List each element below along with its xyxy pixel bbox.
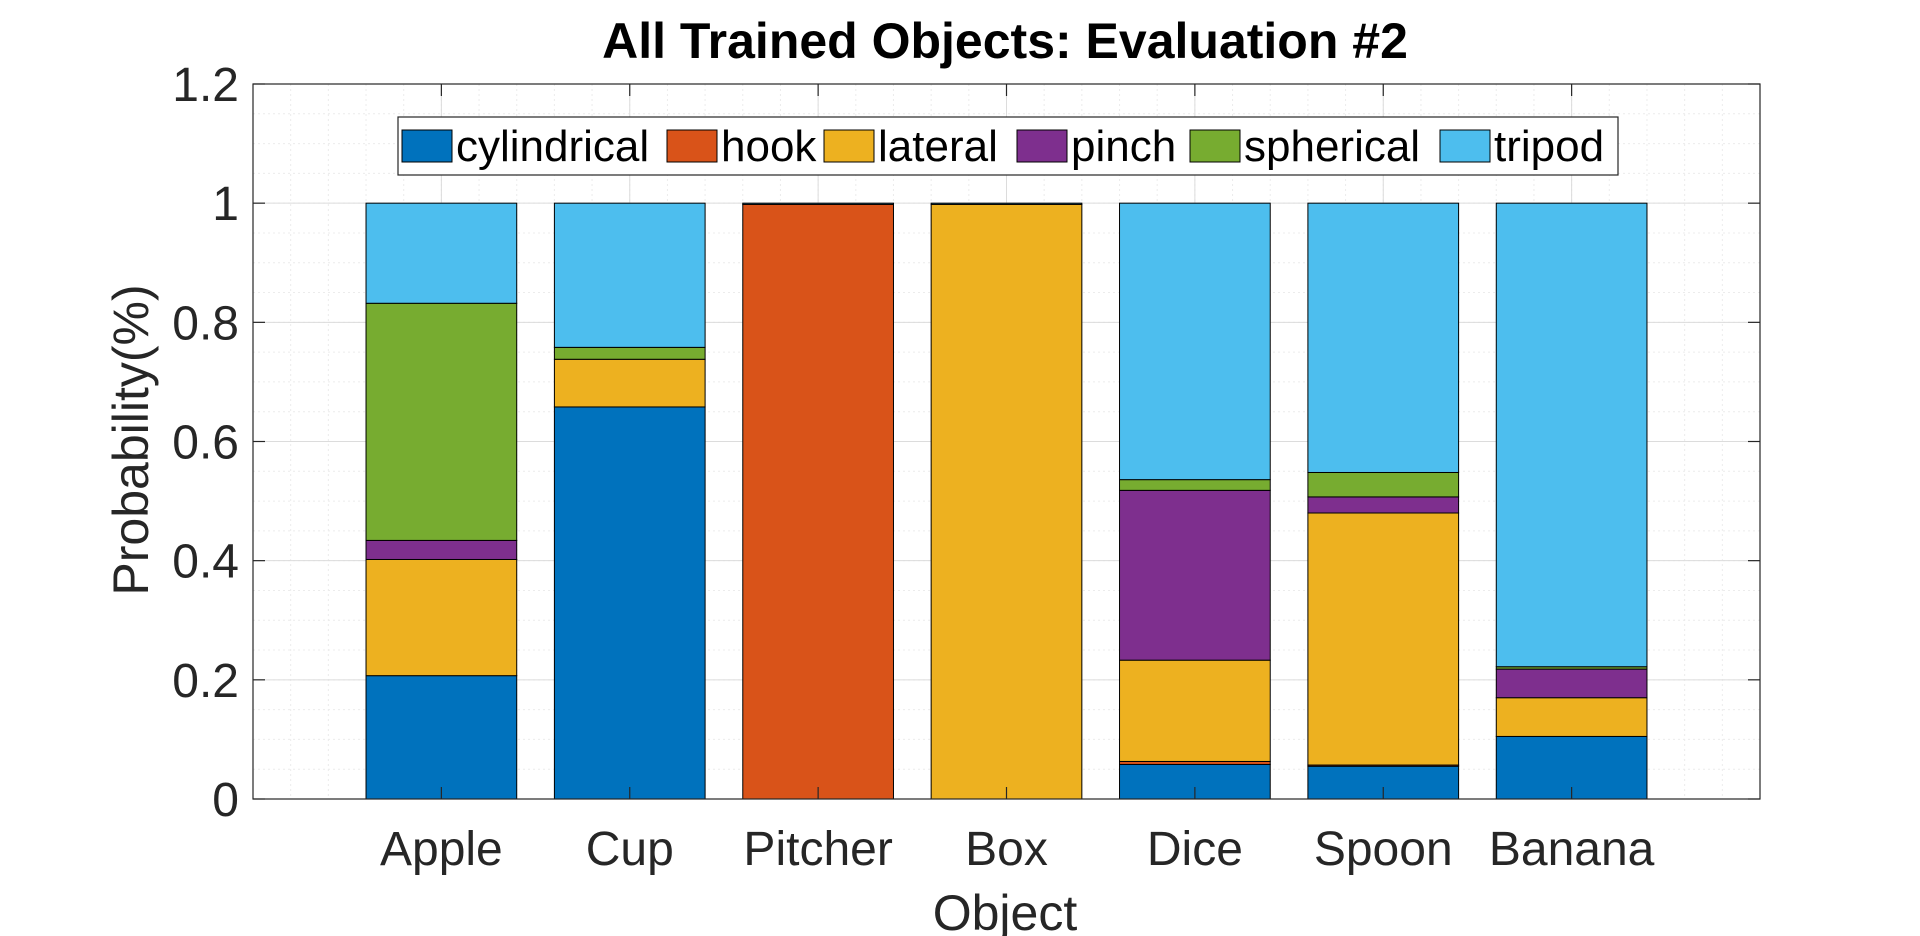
legend-label-lateral: lateral (878, 122, 998, 171)
legend-box (397, 116, 1619, 176)
x-tick-label-apple: Apple (380, 823, 503, 876)
y-tick-label: 1 (212, 178, 239, 231)
y-tick-label: 1.2 (172, 59, 239, 112)
x-tick-label-pitcher: Pitcher (743, 823, 892, 876)
x-tick-label-spoon: Spoon (1314, 823, 1453, 876)
chart-title: All Trained Objects: Evaluation #2 (602, 13, 1408, 69)
bar-segment-hook-pitcher (742, 203, 894, 800)
legend-swatch-lateral (823, 129, 875, 163)
x-tick-label-banana: Banana (1489, 823, 1655, 876)
bar-segment-lateral-cup (553, 358, 706, 408)
bar-segment-lateral-banana (1495, 697, 1648, 737)
x-tick-label-box: Box (965, 823, 1048, 876)
x-axis-label: Object (933, 885, 1078, 936)
legend-swatch-hook (666, 129, 718, 163)
legend-label-tripod: tripod (1494, 122, 1604, 171)
bar-segment-lateral-dice (1119, 659, 1271, 762)
x-tick-label-cup: Cup (586, 823, 674, 876)
legend-label-cylindrical: cylindrical (456, 122, 649, 171)
legend-item-spherical: spherical (1189, 122, 1420, 171)
bar-segment-spherical-spoon (1307, 471, 1460, 498)
legend-item-hook: hook (666, 122, 817, 171)
y-tick-label: 0.2 (172, 655, 239, 708)
legend-swatch-spherical (1189, 129, 1241, 163)
bar-segment-pinch-banana (1495, 668, 1648, 699)
y-tick-label: 0.6 (172, 417, 239, 470)
bar-segment-lateral-spoon (1307, 512, 1460, 766)
y-tick-label: 0.4 (172, 536, 239, 589)
legend-label-hook: hook (721, 122, 817, 171)
legend-swatch-tripod (1439, 129, 1491, 163)
bar-segment-tripod-dice (1119, 202, 1271, 481)
legend-swatch-pinch (1016, 129, 1068, 163)
bar-segment-pinch-spoon (1307, 496, 1460, 514)
legend-item-pinch: pinch (1016, 122, 1176, 171)
bar-segment-spherical-apple (365, 302, 518, 541)
legend-item-tripod: tripod (1439, 122, 1604, 171)
bar-segment-tripod-box (930, 202, 1083, 205)
bar-segment-tripod-pitcher (742, 202, 894, 205)
bar-segment-tripod-apple (365, 202, 518, 304)
bar-segment-tripod-cup (553, 202, 706, 348)
legend-item-cylindrical: cylindrical (401, 122, 649, 171)
bar-segment-tripod-banana (1495, 202, 1648, 668)
bar-segment-lateral-box (930, 203, 1083, 800)
bar-segment-lateral-apple (365, 558, 518, 677)
y-axis-label: Probability(%) (103, 284, 159, 595)
bar-segment-spherical-cup (553, 346, 706, 360)
legend: cylindrical hook lateral pinch spherical trip… (397, 116, 1619, 176)
bar-segment-spherical-dice (1119, 479, 1271, 491)
legend-label-pinch: pinch (1071, 122, 1176, 171)
y-tick-label: 0 (212, 774, 239, 827)
legend-item-lateral: lateral (823, 122, 998, 171)
y-tick-label: 0.8 (172, 297, 239, 350)
bar-segment-pinch-dice (1119, 489, 1271, 661)
bar-segment-pinch-apple (365, 539, 518, 560)
bar-segment-tripod-spoon (1307, 202, 1460, 473)
legend-swatch-cylindrical (401, 129, 453, 163)
bar-segment-cylindrical-apple (365, 675, 518, 800)
x-tick-label-dice: Dice (1147, 823, 1243, 876)
bar-segment-cylindrical-cup (553, 406, 706, 800)
legend-label-spherical: spherical (1244, 122, 1420, 171)
